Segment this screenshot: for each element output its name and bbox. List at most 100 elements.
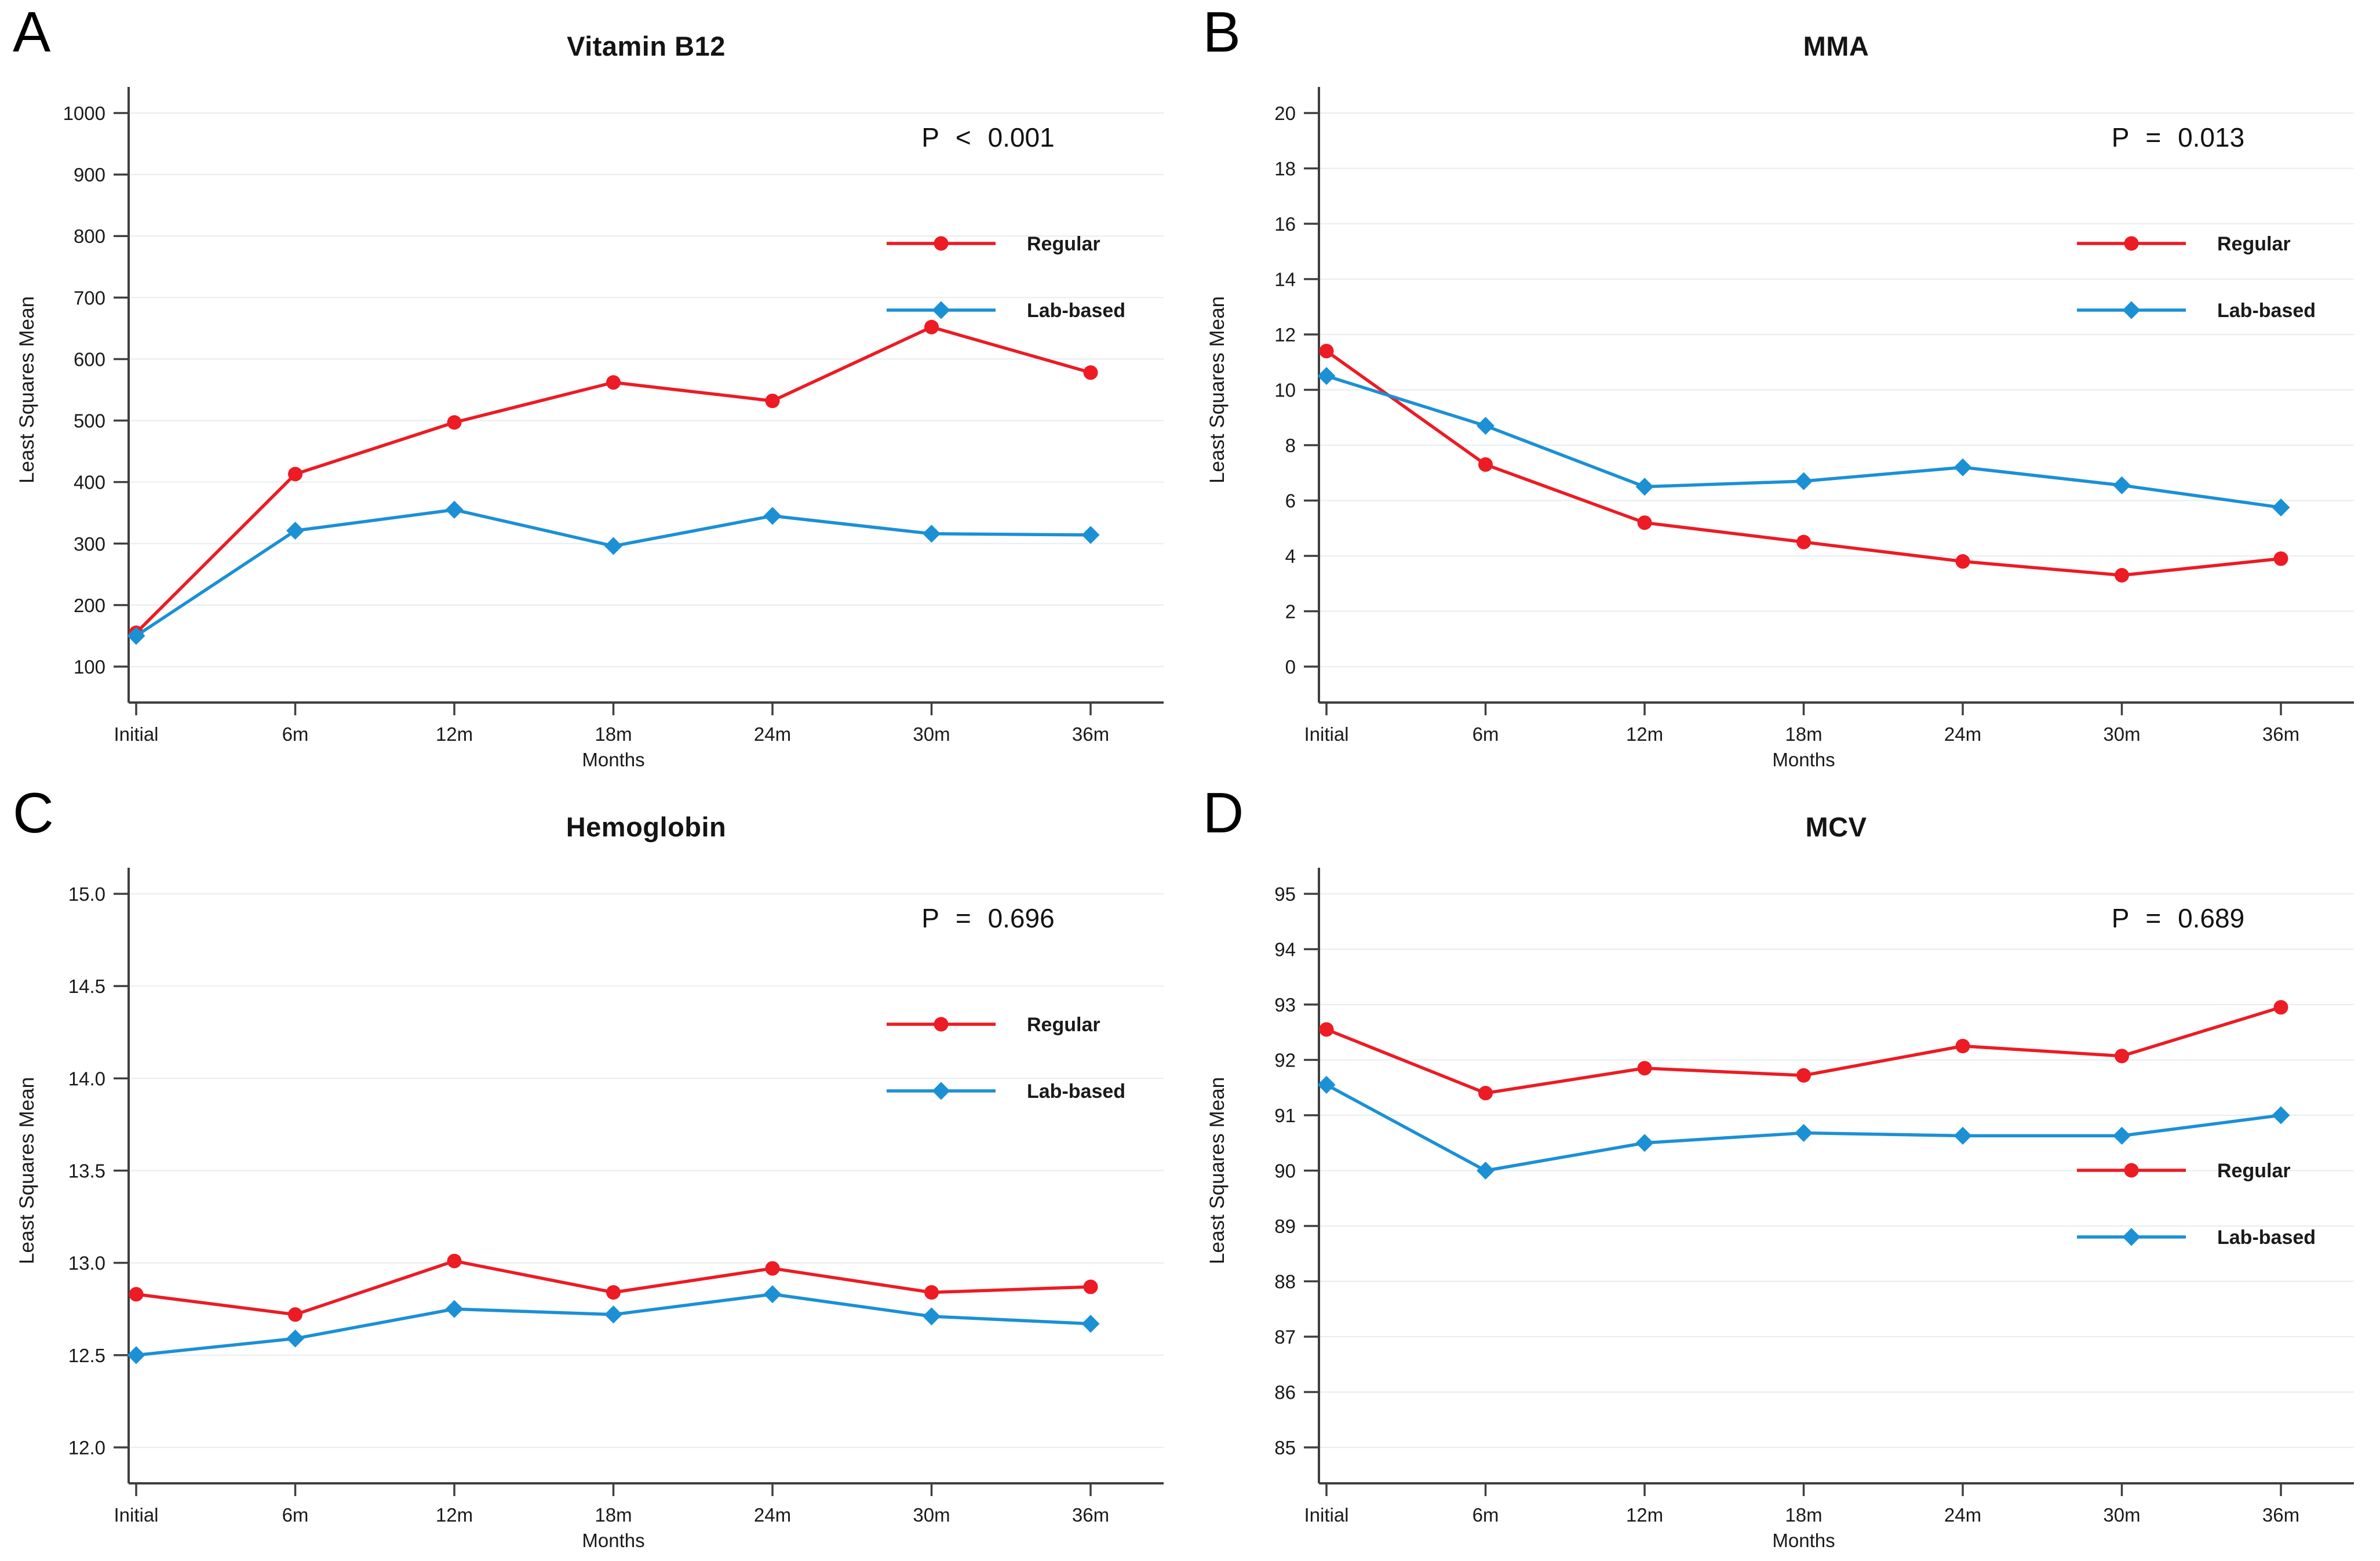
legend-circle-marker [934,1017,949,1031]
diamond-marker-lab-based [2272,498,2290,516]
y-axis-title: Least Squares Mean [1206,1077,1229,1264]
diamond-marker-lab-based [923,1307,941,1325]
y-tick-label: 87 [1274,1326,1296,1348]
diamond-marker-lab-based [1081,1314,1100,1333]
diamond-marker-lab-based [286,521,304,540]
y-tick-label: 800 [74,225,105,247]
y-tick-label: 15.0 [68,883,105,905]
circle-marker-regular [288,467,302,482]
panel-hemoglobin: C Hemoglobin P = 0.696 12.0 12.5 13.0 13.5 1… [0,780,1190,1561]
x-tick-label: 36m [1072,723,1109,745]
y-tick-label: 12.5 [68,1344,105,1366]
x-tick-label: 24m [754,1504,791,1526]
circle-marker-regular [606,375,621,390]
y-tick-label: 700 [74,287,105,308]
legend-label: Regular [1027,233,1100,255]
x-axis-title: Months [582,749,644,770]
x-axis-title: Months [1772,1530,1835,1551]
legend-diamond-marker [932,301,950,319]
y-tick-label: 100 [74,656,105,678]
y-tick-label: 10 [1274,380,1296,401]
panel-letter: D [1202,780,1244,845]
circle-marker-regular [765,1261,780,1276]
x-tick-label: Initial [114,723,158,745]
y-tick-label: 94 [1274,938,1296,960]
legend-label: Regular [2217,233,2291,255]
y-tick-label: 91 [1274,1105,1296,1126]
x-tick-label: 12m [436,723,473,745]
y-tick-label: 85 [1274,1437,1296,1458]
circle-marker-regular [1083,365,1098,380]
x-tick-label: 6m [1472,723,1499,745]
circle-marker-regular [606,1285,621,1300]
diamond-marker-lab-based [127,627,145,645]
y-tick-label: 90 [1274,1160,1296,1181]
legend-label: Regular [2217,1160,2291,1182]
y-tick-label: 18 [1274,158,1296,180]
p-value-label: P = 0.696 [921,903,1055,933]
y-tick-label: 1000 [63,103,105,124]
circle-marker-regular [129,1286,144,1301]
diamond-marker-lab-based [1794,472,1813,490]
legend-diamond-marker [2122,1228,2140,1246]
x-tick-label: 24m [1944,723,1981,745]
y-tick-label: 600 [74,348,105,370]
x-tick-label: 30m [913,723,950,745]
line-chart-vitamin-b12: 100 200 300 400 500 600 700 800 900 1000 Initial 6m… [16,87,1164,770]
y-tick-label: 13.5 [68,1160,105,1181]
panel-title: MMA [1803,31,1869,61]
y-tick-label: 8 [1285,435,1295,456]
circle-marker-regular [1955,1038,1970,1053]
y-tick-label: 6 [1285,490,1295,512]
diamond-marker-lab-based [445,500,464,519]
y-tick-label: 93 [1274,994,1296,1016]
x-tick-label: 36m [2262,723,2299,745]
p-value-label: P = 0.689 [2111,903,2245,933]
circle-marker-regular [1478,1085,1493,1100]
x-tick-label: 24m [754,723,791,745]
diamond-marker-lab-based [1794,1123,1813,1142]
circle-marker-regular [2273,551,2288,566]
legend-label: Lab-based [2217,300,2316,322]
panel-title: MCV [1805,811,1867,842]
legend-circle-marker [2124,1163,2138,1177]
diamond-marker-lab-based [1476,417,1495,435]
diamond-marker-lab-based [1476,1161,1495,1180]
y-tick-label: 900 [74,164,105,185]
y-tick-label: 86 [1274,1381,1296,1403]
panel-title: Vitamin B12 [567,31,726,61]
y-tick-label: 4 [1285,545,1295,567]
circle-marker-regular [2273,999,2288,1014]
diamond-marker-lab-based [1635,1133,1653,1152]
circle-marker-regular [2114,567,2129,583]
series-line-lab-based [134,1292,1092,1357]
circle-marker-regular [1478,457,1493,472]
y-tick-label: 300 [74,533,105,555]
circle-marker-regular [1955,554,1970,569]
diamond-marker-lab-based [604,537,622,555]
x-tick-label: 12m [436,1504,473,1526]
y-tick-label: 92 [1274,1049,1296,1071]
y-tick-label: 12.0 [68,1437,105,1458]
circle-marker-regular [1796,534,1811,550]
legend-circle-marker [934,236,949,251]
legend-label: Lab-based [1027,1080,1125,1102]
panel-mcv: D MCV P = 0.689 85 86 87 88 89 90 91 92 93 94 95 In… [1190,780,2380,1561]
circle-marker-regular [924,1285,939,1300]
circle-marker-regular [2114,1048,2129,1063]
circle-marker-regular [288,1307,302,1322]
x-tick-label: 36m [1072,1504,1109,1526]
y-tick-label: 200 [74,595,105,616]
diamond-marker-lab-based [1953,458,1971,476]
legend-label: Lab-based [2217,1227,2316,1249]
diamond-marker-lab-based [2112,1126,2131,1145]
diamond-marker-lab-based [2112,476,2131,494]
x-tick-label: 12m [1625,1504,1663,1526]
y-tick-label: 12 [1274,324,1296,345]
circle-marker-regular [447,1253,462,1268]
y-tick-label: 95 [1274,883,1296,905]
x-tick-label: 18m [595,1504,632,1526]
legend-circle-marker [2124,236,2138,251]
line-chart-hemoglobin: 12.0 12.5 13.0 13.5 14.0 14.5 15.0 Initial 6m 12m… [16,867,1164,1551]
